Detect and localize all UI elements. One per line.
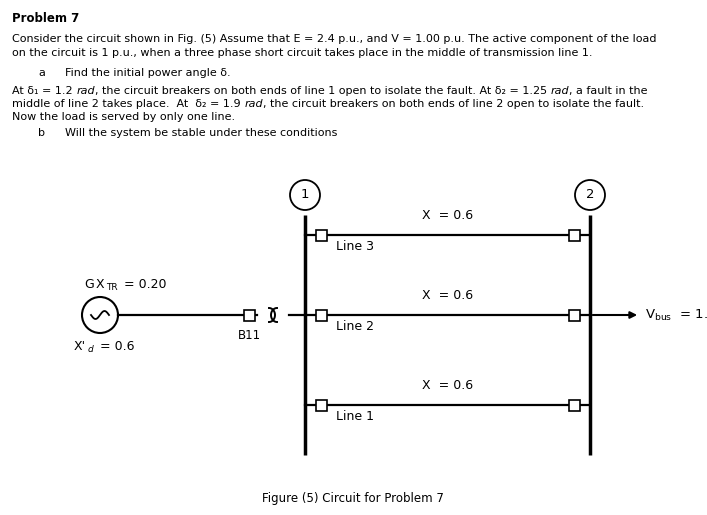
FancyBboxPatch shape [568,230,580,241]
Text: X': X' [74,340,86,353]
Text: X  = 0.6: X = 0.6 [422,209,473,222]
Text: V$_{\rm bus}$  = 1.0: V$_{\rm bus}$ = 1.0 [645,307,707,322]
Text: G: G [84,279,94,291]
Text: Problem 7: Problem 7 [12,12,79,25]
Text: b: b [38,128,45,138]
Text: a: a [38,68,45,78]
Text: Now the load is served by only one line.: Now the load is served by only one line. [12,112,235,122]
Text: = 0.6: = 0.6 [96,340,134,353]
Text: = 0.20: = 0.20 [120,279,167,291]
Text: Line 3: Line 3 [336,240,374,253]
FancyBboxPatch shape [568,310,580,320]
Text: , the circuit breakers on both ends of line 1 open to isolate the fault. At δ₂ =: , the circuit breakers on both ends of l… [95,86,550,96]
Text: TR: TR [106,283,117,293]
FancyBboxPatch shape [315,310,327,320]
Text: X  = 0.6: X = 0.6 [422,289,473,302]
Text: B11: B11 [238,329,261,342]
Text: rad: rad [76,86,95,96]
Text: Consider the circuit shown in Fig. (5) Assume that E = 2.4 p.u., and V = 1.00 p.: Consider the circuit shown in Fig. (5) A… [12,34,657,44]
Text: Find the initial power angle δ.: Find the initial power angle δ. [65,68,230,78]
Text: X: X [96,279,105,291]
Text: , the circuit breakers on both ends of line 2 open to isolate the fault.: , the circuit breakers on both ends of l… [263,99,644,109]
Text: middle of line 2 takes place.  At  δ₂ = 1.9: middle of line 2 takes place. At δ₂ = 1.… [12,99,244,109]
Text: on the circuit is 1 p.u., when a three phase short circuit takes place in the mi: on the circuit is 1 p.u., when a three p… [12,48,592,58]
Text: Line 2: Line 2 [336,320,374,333]
Text: Line 1: Line 1 [336,410,374,423]
FancyBboxPatch shape [315,400,327,410]
FancyBboxPatch shape [243,310,255,320]
Text: d: d [88,346,94,354]
Text: Will the system be stable under these conditions: Will the system be stable under these co… [65,128,337,138]
FancyBboxPatch shape [315,230,327,241]
Text: rad: rad [244,99,263,109]
Text: , a fault in the: , a fault in the [569,86,648,96]
Text: X  = 0.6: X = 0.6 [422,379,473,392]
FancyBboxPatch shape [568,400,580,410]
Text: 2: 2 [586,188,595,201]
Text: Figure (5) Circuit for Problem 7: Figure (5) Circuit for Problem 7 [262,492,444,505]
Text: At δ₁ = 1.2: At δ₁ = 1.2 [12,86,76,96]
Text: 1: 1 [300,188,309,201]
Text: rad: rad [550,86,569,96]
